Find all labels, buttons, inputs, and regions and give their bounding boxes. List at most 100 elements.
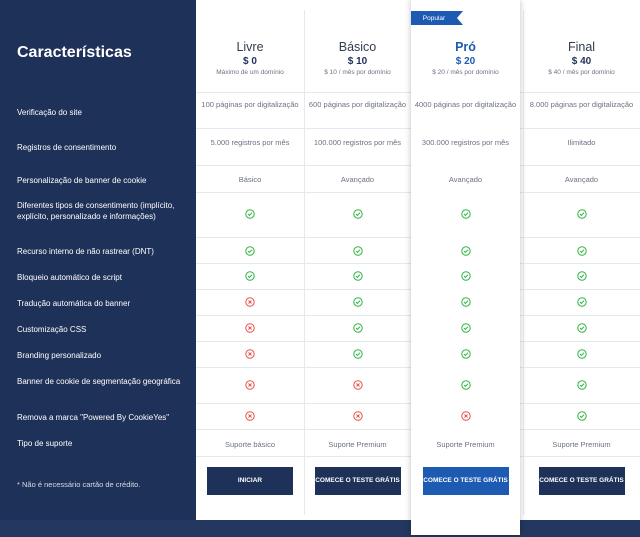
check-icon <box>196 209 304 219</box>
check-icon <box>304 209 411 219</box>
start-button[interactable]: INICIAR <box>207 467 293 495</box>
check-icon <box>352 246 363 256</box>
check-icon <box>352 349 363 359</box>
check-icon <box>411 209 520 219</box>
check-icon <box>523 349 640 359</box>
plan-price: $ 40 <box>571 56 592 67</box>
cross-icon <box>352 380 363 390</box>
verification-value: 600 páginas por digitalização <box>308 100 407 109</box>
consent-logs-value: 5.000 registros por mês <box>210 138 290 147</box>
check-icon <box>411 380 520 390</box>
plan-column-final: Final $ 40 $ 40 / mês por domínio 8.000 pág… <box>523 0 640 520</box>
features-panel: Características Verificação do site Regi… <box>0 0 196 520</box>
check-icon <box>576 246 587 256</box>
start-trial-button[interactable]: COMECE O TESTE GRÁTIS <box>422 467 509 495</box>
verification-value: 4000 páginas por digitalização <box>414 100 517 109</box>
check-icon <box>460 271 471 281</box>
check-icon <box>523 297 640 307</box>
feature-label: Remova a marca "Powered By CookieYes" <box>17 413 170 422</box>
check-icon <box>460 297 471 307</box>
check-icon <box>352 209 363 219</box>
check-icon <box>576 380 587 390</box>
check-icon <box>304 349 411 359</box>
feature-label: Recurso interno de não rastrear (DNT) <box>17 247 154 256</box>
check-icon <box>304 271 411 281</box>
check-icon <box>576 323 587 333</box>
check-icon <box>523 380 640 390</box>
check-icon <box>460 323 471 333</box>
cross-icon <box>196 323 304 333</box>
column-divider <box>304 10 305 515</box>
feature-label: Banner de cookie de segmentação geográfi… <box>17 377 181 386</box>
bottom-strip <box>0 520 640 537</box>
cross-icon <box>352 411 363 421</box>
plans-table: Livre $ 0 Máximo de um domínio 100 páginas … <box>196 0 640 535</box>
plan-price: $ 20 <box>455 56 476 67</box>
consent-logs-value: Ilimitado <box>567 138 596 147</box>
check-icon <box>411 246 520 256</box>
column-divider <box>523 10 524 515</box>
check-icon <box>576 209 587 219</box>
feature-label: Tradução automática do banner <box>17 299 131 308</box>
cross-icon <box>196 349 304 359</box>
check-icon <box>523 246 640 256</box>
plan-price: $ 0 <box>243 56 257 67</box>
support-value: Suporte Premium <box>328 440 387 449</box>
plan-price-detail: $ 40 / mês por domínio <box>548 69 615 76</box>
plan-name: Livre <box>236 40 264 54</box>
check-icon <box>576 271 587 281</box>
plan-price-detail: $ 10 / mês por domínio <box>324 69 391 76</box>
check-icon <box>460 209 471 219</box>
check-icon <box>576 297 587 307</box>
check-icon <box>576 411 587 421</box>
check-icon <box>245 209 255 219</box>
check-icon <box>523 271 640 281</box>
check-icon <box>460 380 471 390</box>
check-icon <box>411 271 520 281</box>
cross-icon <box>460 411 471 421</box>
check-icon <box>523 323 640 333</box>
cross-icon <box>196 380 304 390</box>
check-icon <box>304 323 411 333</box>
check-icon <box>460 246 471 256</box>
plan-price-detail: $ 20 / mês por domínio <box>432 69 499 76</box>
check-icon <box>460 349 471 359</box>
cross-icon <box>196 297 304 307</box>
plan-price: $ 10 <box>347 56 368 67</box>
feature-label: Tipo de suporte <box>17 439 73 448</box>
banner-custom-value: Básico <box>238 175 262 184</box>
features-title: Características <box>17 44 132 61</box>
plan-name: Final <box>567 40 596 54</box>
check-icon <box>196 271 304 281</box>
feature-label: Personalização de banner de cookie <box>17 176 147 185</box>
cross-icon <box>245 411 255 421</box>
check-icon <box>523 209 640 219</box>
cross-icon <box>411 411 520 421</box>
feature-label: Customização CSS <box>17 325 87 334</box>
check-icon <box>576 349 587 359</box>
start-trial-button[interactable]: COMECE O TESTE GRÁTIS <box>538 467 625 495</box>
check-icon <box>411 323 520 333</box>
check-icon <box>352 297 363 307</box>
feature-label: Bloqueio automático de script <box>17 273 122 282</box>
popular-ribbon: Popular <box>411 11 463 25</box>
banner-custom-value: Avançado <box>448 175 483 184</box>
cross-icon <box>245 380 255 390</box>
support-value: Suporte básico <box>224 440 276 449</box>
check-icon <box>245 271 255 281</box>
support-value: Suporte Premium <box>552 440 611 449</box>
cross-icon <box>304 411 411 421</box>
plan-column-basico: Básico $ 10 $ 10 / mês por domínio 600 pági… <box>304 0 411 520</box>
verification-value: 8.000 páginas por digitalização <box>529 100 634 109</box>
credit-card-note: * Não é necessário cartão de crédito. <box>17 480 141 489</box>
plan-column-pro: Pró $ 20 $ 20 / mês por domínio 4000 página… <box>411 0 520 535</box>
plan-column-livre: Livre $ 0 Máximo de um domínio 100 páginas … <box>196 0 304 520</box>
check-icon <box>304 246 411 256</box>
verification-value: 100 páginas por digitalização <box>201 100 299 109</box>
check-icon <box>411 297 520 307</box>
support-value: Suporte Premium <box>436 440 495 449</box>
cross-icon <box>196 411 304 421</box>
start-trial-button[interactable]: COMECE O TESTE GRÁTIS <box>314 467 401 495</box>
consent-logs-value: 100.000 registros por mês <box>313 138 402 147</box>
